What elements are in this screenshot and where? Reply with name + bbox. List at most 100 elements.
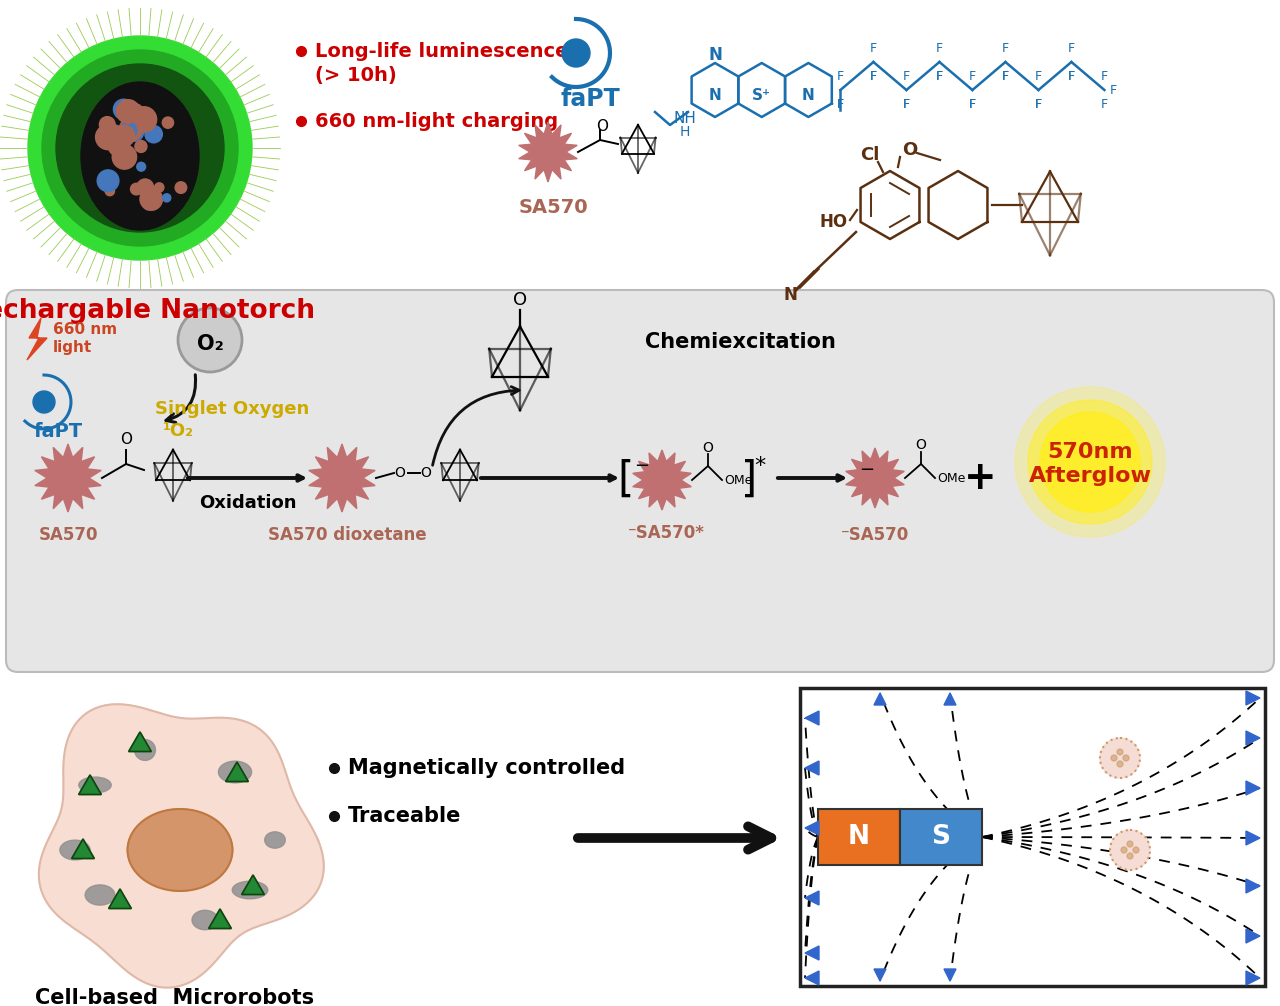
Text: F: F — [1034, 98, 1042, 111]
Circle shape — [163, 117, 174, 129]
Circle shape — [1117, 749, 1123, 754]
Circle shape — [1121, 847, 1126, 853]
Text: Singlet Oxygen: Singlet Oxygen — [155, 400, 310, 418]
Circle shape — [42, 50, 238, 246]
Circle shape — [1015, 387, 1165, 537]
Text: F: F — [1034, 98, 1042, 111]
Circle shape — [127, 104, 143, 121]
Text: F: F — [936, 69, 943, 82]
Polygon shape — [805, 971, 819, 985]
Circle shape — [124, 123, 143, 141]
Polygon shape — [78, 775, 101, 795]
Ellipse shape — [128, 809, 233, 891]
Circle shape — [175, 182, 187, 193]
Text: SA570 dioxetane: SA570 dioxetane — [268, 526, 426, 544]
Text: 660 nm-light charging: 660 nm-light charging — [315, 112, 558, 131]
Polygon shape — [225, 762, 248, 782]
Ellipse shape — [265, 832, 285, 848]
Circle shape — [28, 36, 252, 260]
Circle shape — [108, 135, 129, 156]
Text: N: N — [783, 286, 797, 304]
Circle shape — [138, 144, 146, 152]
Circle shape — [116, 100, 140, 123]
Text: F: F — [837, 69, 844, 82]
Circle shape — [562, 39, 590, 67]
Circle shape — [113, 145, 137, 169]
Ellipse shape — [86, 885, 115, 905]
Polygon shape — [1245, 691, 1260, 705]
Circle shape — [155, 183, 164, 192]
Polygon shape — [1245, 879, 1260, 893]
Text: Cl: Cl — [860, 146, 879, 164]
Text: ⁻SA570: ⁻SA570 — [841, 526, 909, 544]
Circle shape — [1039, 412, 1140, 512]
Text: F: F — [870, 41, 877, 54]
Text: Magnetically controlled: Magnetically controlled — [348, 758, 625, 778]
Text: ]: ] — [741, 459, 758, 501]
Text: F: F — [1002, 69, 1009, 82]
Text: F: F — [1002, 41, 1009, 54]
Polygon shape — [632, 450, 691, 510]
Circle shape — [100, 117, 115, 132]
Polygon shape — [805, 821, 819, 835]
Circle shape — [105, 186, 114, 196]
Text: NH: NH — [673, 111, 696, 126]
Polygon shape — [1245, 781, 1260, 795]
Bar — [800, 688, 1265, 986]
Ellipse shape — [60, 840, 90, 860]
Text: F: F — [1068, 41, 1075, 54]
Text: OMe: OMe — [937, 472, 965, 485]
Polygon shape — [945, 693, 956, 705]
Text: SA570: SA570 — [518, 198, 588, 217]
Text: N: N — [708, 46, 722, 64]
Text: F: F — [837, 98, 844, 111]
Text: 570nm: 570nm — [1047, 442, 1133, 462]
Text: O: O — [513, 291, 527, 309]
Polygon shape — [242, 875, 264, 894]
Text: Long-life luminescence: Long-life luminescence — [315, 42, 568, 61]
Polygon shape — [308, 444, 375, 512]
Text: F: F — [1110, 83, 1116, 97]
Circle shape — [119, 118, 142, 141]
Polygon shape — [35, 444, 101, 512]
Polygon shape — [1245, 971, 1260, 985]
Circle shape — [1117, 761, 1123, 767]
Text: F: F — [969, 98, 975, 111]
Polygon shape — [72, 839, 95, 858]
Text: Cell-based  Microrobots: Cell-based Microrobots — [36, 988, 315, 1006]
Circle shape — [143, 193, 160, 209]
Polygon shape — [805, 761, 819, 775]
Text: O: O — [596, 119, 608, 134]
Text: O: O — [394, 466, 404, 480]
Text: +: + — [964, 459, 996, 497]
FancyBboxPatch shape — [6, 290, 1274, 672]
Text: O: O — [703, 441, 713, 455]
Text: Chemiexcitation: Chemiexcitation — [645, 332, 836, 352]
Text: F: F — [1002, 69, 1009, 82]
Circle shape — [1028, 400, 1152, 524]
Polygon shape — [805, 891, 819, 905]
Text: F: F — [902, 98, 910, 111]
Circle shape — [131, 107, 156, 132]
Text: F: F — [969, 98, 975, 111]
Bar — [900, 809, 982, 865]
FancyArrowPatch shape — [433, 386, 520, 466]
Circle shape — [145, 114, 154, 123]
Text: F: F — [902, 69, 910, 82]
Circle shape — [114, 100, 133, 120]
Circle shape — [1110, 830, 1149, 870]
Text: F: F — [902, 98, 910, 111]
Circle shape — [1123, 754, 1129, 761]
Text: HO: HO — [820, 213, 849, 231]
Text: Rechargable Nanotorch: Rechargable Nanotorch — [0, 298, 315, 324]
Text: S⁺: S⁺ — [753, 88, 772, 103]
Text: light: light — [52, 340, 92, 355]
Polygon shape — [27, 318, 47, 360]
Circle shape — [105, 125, 122, 142]
Text: F: F — [969, 69, 975, 82]
Polygon shape — [805, 946, 819, 960]
Text: F: F — [870, 69, 877, 82]
Circle shape — [97, 170, 119, 191]
Text: ⁻SA570*: ⁻SA570* — [627, 524, 704, 542]
Circle shape — [143, 111, 154, 122]
